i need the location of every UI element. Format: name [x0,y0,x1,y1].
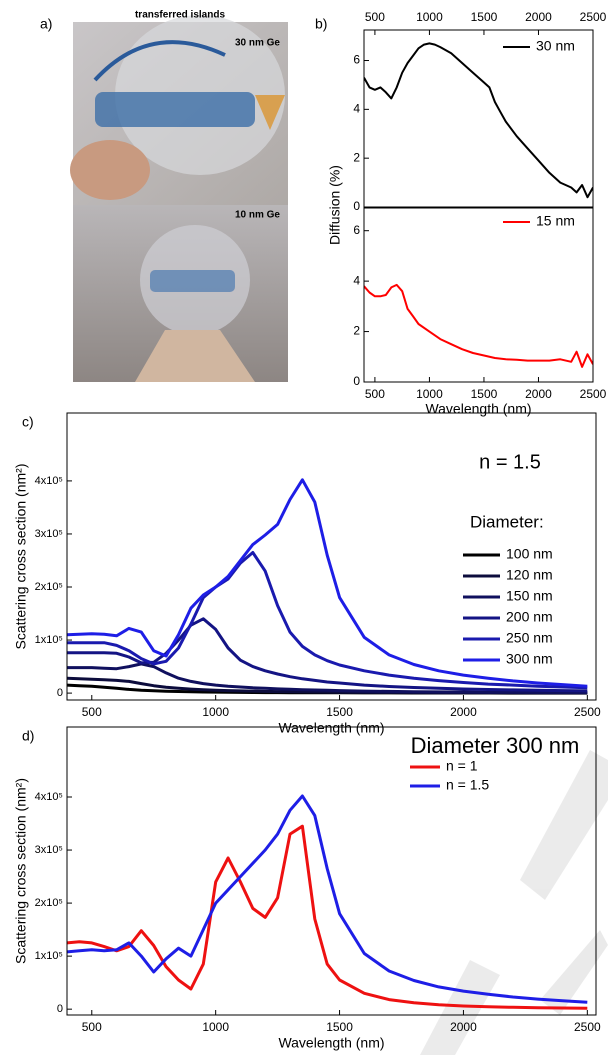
series-line [67,662,588,695]
legend-label: 15 nm [536,213,575,229]
x-tick-label: 1000 [202,1020,229,1034]
x-tick-label: 1000 [202,705,229,719]
plot-frame [363,29,594,208]
x-tick-label: 1500 [326,1020,353,1034]
panel-label: d) [22,728,34,744]
logo-mark [255,95,285,130]
legend-label: 30 nm [536,38,575,54]
x-tick-label: 2000 [525,387,552,401]
x-tick-label: 500 [82,1020,102,1034]
x-tick-label: 2000 [450,705,477,719]
watermark [420,750,608,1055]
x-tick-label: 500 [365,10,385,24]
y-tick-label: 0 [353,374,360,388]
series-line [67,478,588,688]
photo-title: transferred islands [135,10,225,21]
x-tick-label: 500 [82,705,102,719]
x-axis-label: Wavelength (nm) [278,1035,384,1051]
y-tick-label: 2 [353,150,360,164]
x-tick-label: 1000 [416,10,443,24]
panel-label: c) [22,414,34,430]
plot-frame [66,412,597,701]
y-tick-label: 4x10⁵ [35,791,63,803]
panel-label: a) [40,16,52,32]
annotation: Diameter 300 nm [411,733,580,758]
y-axis-label: Scattering cross section (nm²) [13,464,29,650]
x-tick-label: 1500 [471,387,498,401]
legend-label: 100 nm [506,546,553,562]
y-axis-label: Diffusion (%) [327,165,343,245]
legend-label: 150 nm [506,588,553,604]
y-tick-label: 6 [353,53,360,67]
y-tick-label: 1x10⁵ [35,634,63,646]
chart: 500 1000 1500 2000 2500 0 1x10⁵ 2x10⁵ 3x10⁵ 4x10⁵… [13,412,601,736]
y-tick-label: 3x10⁵ [35,844,63,856]
series-line [364,42,593,199]
series-line [67,551,588,690]
x-axis-label: Wavelength (nm) [425,401,531,417]
series-line [67,617,588,693]
legend-label: 300 nm [506,651,553,667]
chart: 500 1000 1500 2000 2500 0 2 4 6 Diffusion (%) b) 30… [315,10,607,245]
plot-frame [363,207,594,383]
panel-label: b) [315,16,327,32]
series-line [67,824,588,1010]
x-tick-label: 2000 [525,10,552,24]
logo [95,92,255,127]
legend-label: 200 nm [506,609,553,625]
y-tick-label: 1x10⁵ [35,950,63,962]
chart: 500 1000 1500 2000 2500 0 1x10⁵ 2x10⁵ 3x10⁵ 4x10⁵… [13,726,601,1051]
x-tick-label: 2500 [574,705,601,719]
plot-frame [66,726,597,1016]
legend-label: n = 1.5 [446,777,489,793]
series-line [364,283,593,368]
logo-arc [93,40,226,82]
x-tick-label: 2500 [580,387,607,401]
x-tick-label: 1500 [471,10,498,24]
y-tick-label: 0 [57,687,63,699]
x-tick-label: 2000 [450,1020,477,1034]
y-tick-label: 0 [353,199,360,213]
legend-label: 250 nm [506,630,553,646]
y-tick-label: 2 [353,324,360,338]
y-tick-label: 0 [57,1003,63,1015]
legend-title: Diameter: [470,512,544,531]
series-line [67,794,588,1004]
x-tick-label: 1000 [416,387,443,401]
x-tick-label: 1500 [326,705,353,719]
logo [150,270,235,292]
y-tick-label: 2x10⁵ [35,897,63,909]
y-tick-label: 2x10⁵ [35,581,63,593]
hand [135,330,255,382]
x-tick-label: 500 [365,387,385,401]
y-tick-label: 4 [353,273,360,287]
legend-label: n = 1 [446,758,478,774]
x-tick-label: 2500 [574,1020,601,1034]
photo-label: 30 nm Ge [235,38,280,49]
y-tick-label: 6 [353,223,360,237]
legend-label: 120 nm [506,567,553,583]
photo-label: 10 nm Ge [235,210,280,221]
y-tick-label: 3x10⁵ [35,528,63,540]
y-axis-label: Scattering cross section (nm²) [13,778,29,964]
chart: 500 1000 1500 2000 2500 0 2 4 6 Wavelength (nm) 15… [353,207,607,417]
x-axis-label: Wavelength (nm) [278,720,384,736]
x-tick-label: 2500 [580,10,607,24]
photo-panel: a) transferred islands 30 nm Ge 10 nm Ge [40,10,288,382]
hand [70,140,150,200]
y-tick-label: 4x10⁵ [35,475,63,487]
y-tick-label: 4 [353,102,360,116]
annotation: n = 1.5 [479,451,541,473]
